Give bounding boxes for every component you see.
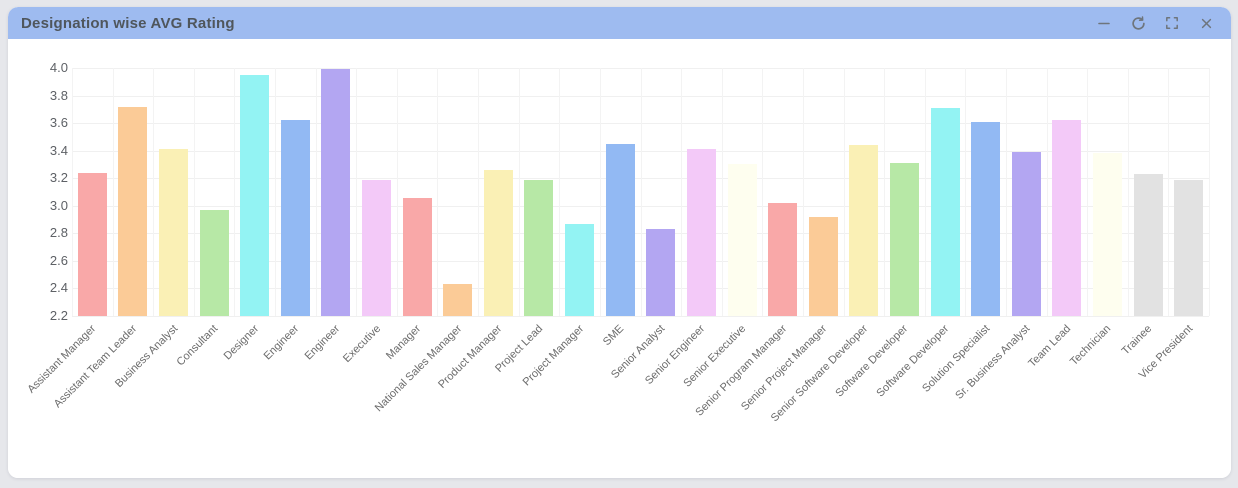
bar[interactable] — [524, 179, 554, 316]
gridline-vertical — [275, 68, 277, 316]
y-axis-label: 3.4 — [49, 142, 68, 158]
close-icon — [1201, 18, 1211, 28]
gridline-vertical — [965, 68, 967, 316]
bar[interactable] — [1133, 174, 1163, 316]
bar[interactable] — [808, 216, 838, 316]
fullscreen-icon — [1166, 17, 1178, 29]
bar[interactable] — [1052, 120, 1082, 316]
gridline-vertical — [437, 68, 439, 316]
gridline-vertical — [478, 68, 480, 316]
bar[interactable] — [1011, 152, 1041, 316]
bar[interactable] — [646, 229, 676, 316]
bar[interactable] — [240, 74, 270, 316]
y-axis-label: 2.6 — [49, 252, 68, 268]
gridline-vertical — [1046, 68, 1048, 316]
refresh-button[interactable] — [1127, 12, 1149, 34]
bar[interactable] — [77, 172, 107, 316]
y-axis-label: 4.0 — [49, 60, 68, 75]
gridline-vertical — [1127, 68, 1129, 316]
gridline-vertical — [1005, 68, 1007, 316]
gridline-vertical — [843, 68, 845, 316]
y-axis-label: 2.8 — [49, 225, 68, 241]
bar[interactable] — [565, 223, 595, 316]
gridline-vertical — [884, 68, 886, 316]
gridline-vertical — [559, 68, 561, 316]
y-axis-label: 2.2 — [49, 308, 68, 323]
chart-widget: Designation wise AVG Rating — [8, 7, 1231, 478]
widget-titlebar[interactable]: Designation wise AVG Rating — [8, 7, 1231, 39]
y-axis-label: 3.6 — [49, 115, 68, 131]
bar[interactable] — [118, 106, 148, 316]
bar[interactable] — [849, 145, 879, 316]
gridline-vertical — [924, 68, 926, 316]
gridline-vertical — [518, 68, 520, 316]
gridline-vertical — [153, 68, 155, 316]
gridline-vertical — [356, 68, 358, 316]
bar[interactable] — [768, 203, 798, 316]
gridline-vertical — [315, 68, 317, 316]
y-axis-label: 2.4 — [49, 280, 68, 296]
y-axis-label: 3.2 — [49, 170, 68, 186]
close-button[interactable] — [1195, 12, 1217, 34]
minimize-icon — [1098, 22, 1110, 25]
gridline-horizontal — [72, 316, 1209, 317]
bar[interactable] — [362, 179, 392, 316]
y-axis-label: 3.0 — [49, 197, 68, 213]
gridline-vertical — [112, 68, 114, 316]
gridline-vertical — [396, 68, 398, 316]
bar[interactable] — [402, 197, 432, 316]
gridline-vertical — [1168, 68, 1170, 316]
bar[interactable] — [199, 209, 229, 316]
bar[interactable] — [727, 164, 757, 316]
bar[interactable] — [321, 69, 351, 316]
bar[interactable] — [159, 149, 189, 316]
bar[interactable] — [280, 120, 310, 316]
bar-chart: 4.0 3.8 3.6 3.4 3.2 3.0 2.8 2.6 2.4 2.2 Assistant… — [8, 39, 1231, 478]
bar[interactable] — [443, 284, 473, 316]
gridline-vertical — [193, 68, 195, 316]
widget-title: Designation wise AVG Rating — [21, 14, 235, 32]
gridline-vertical — [72, 68, 73, 316]
minimize-button[interactable] — [1093, 12, 1115, 34]
bar[interactable] — [971, 121, 1001, 316]
gridline-vertical — [721, 68, 723, 316]
window-controls — [1093, 12, 1217, 34]
gridline-vertical — [762, 68, 764, 316]
bar[interactable] — [889, 163, 919, 316]
refresh-icon — [1131, 15, 1145, 30]
bar[interactable] — [483, 169, 513, 316]
gridline-vertical — [681, 68, 683, 316]
gridline-vertical — [640, 68, 642, 316]
gridline-vertical — [234, 68, 236, 316]
gridline-vertical — [1209, 68, 1210, 316]
bar[interactable] — [1174, 179, 1204, 316]
fullscreen-button[interactable] — [1161, 12, 1183, 34]
gridline-vertical — [599, 68, 601, 316]
bar[interactable] — [605, 143, 635, 316]
bar[interactable] — [1092, 153, 1122, 316]
bar[interactable] — [930, 107, 960, 316]
y-axis-label: 3.8 — [49, 87, 68, 103]
gridline-vertical — [1087, 68, 1089, 316]
gridline-vertical — [802, 68, 804, 316]
bar[interactable] — [686, 149, 716, 316]
